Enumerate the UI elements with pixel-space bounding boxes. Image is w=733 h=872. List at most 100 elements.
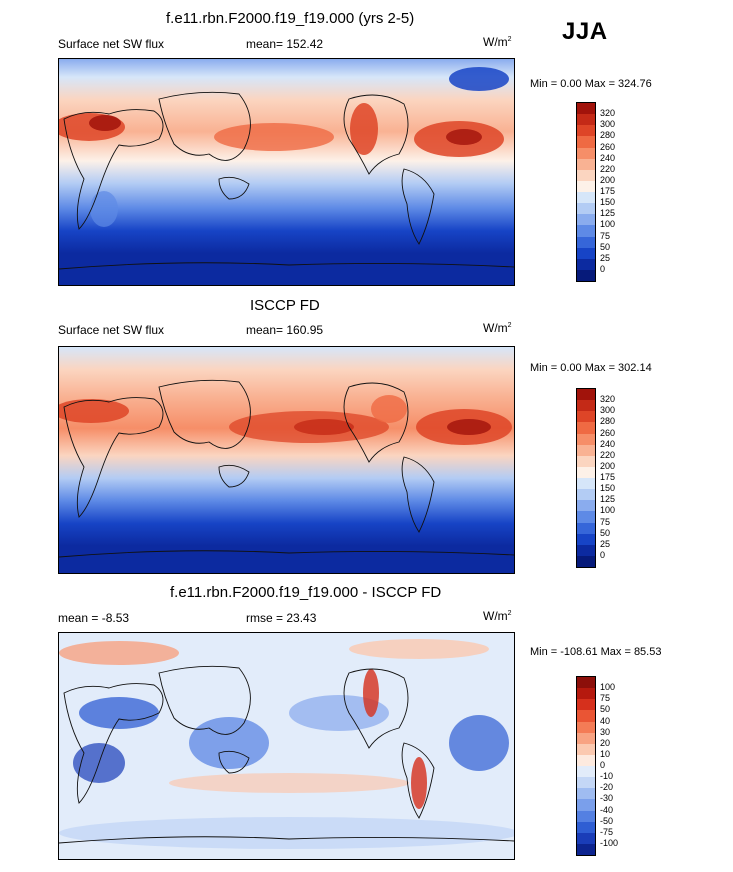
colorbar-tick-label: 300 [600,405,616,416]
colorbar-tick-label: 260 [600,141,616,152]
panel3-mean-label: mean = -8.53 [58,611,130,625]
panel2-variable-label: Surface net SW flux [58,323,165,337]
panel1-field-blob [446,129,482,145]
colorbar-swatch [577,489,595,501]
colorbar-tick-label: -10 [600,771,614,782]
colorbar-swatch [577,555,595,567]
colorbar-tick-label: -75 [600,826,614,837]
colorbar-tick-label: 25 [600,252,611,263]
colorbar-swatch [577,821,595,833]
colorbar-swatch [577,810,595,822]
colorbar-swatch [577,478,595,490]
colorbar-tick-label: 200 [600,460,616,471]
colorbar-swatch [577,422,595,434]
colorbar-swatch [577,192,595,204]
panel1-coastlines [59,91,514,270]
colorbar-tick-label: 220 [600,449,616,460]
panel2-units-label: W/m2 [483,321,512,335]
colorbar-tick-label: 125 [600,208,616,219]
panel3-field-blob [59,641,179,665]
colorbar-tick-label: 240 [600,152,616,163]
colorbar-tick-label: 100 [600,682,616,693]
colorbar-swatch [577,147,595,159]
panel1-map [58,58,515,286]
panel1-title: f.e11.rbn.F2000.f19_f19.000 (yrs 2-5) [166,10,415,27]
colorbar-tick-label: -20 [600,782,614,793]
colorbar-tick-label: 20 [600,737,611,748]
panel1-colorbar [576,102,596,282]
colorbar-tick-label: 200 [600,174,616,185]
panel1-variable-label: Surface net SW flux [58,37,165,51]
colorbar-tick-label: 150 [600,197,616,208]
colorbar-swatch [577,511,595,523]
colorbar-tick-label: 280 [600,416,616,427]
colorbar-swatch [577,799,595,811]
colorbar-swatch [577,114,595,126]
colorbar-swatch [577,788,595,800]
panel2-map [58,346,515,574]
panel3-field-blob [363,669,379,717]
panel3-coastlines [59,665,514,844]
panel2-minmax-label: Min = 0.00 Max = 302.14 [530,362,652,374]
season-label: JJA [562,18,608,45]
colorbar-swatch [577,389,595,401]
colorbar-swatch [577,136,595,148]
colorbar-tick-label: 240 [600,438,616,449]
panel3-field-blob [189,717,269,769]
colorbar-tick-label: -30 [600,793,614,804]
panel1-field-blob [214,123,334,151]
colorbar-swatch [577,832,595,844]
colorbar-tick-label: 75 [600,230,611,241]
colorbar-swatch [577,500,595,512]
panel2-field-blob [294,419,354,435]
colorbar-swatch [577,125,595,137]
colorbar-swatch [577,766,595,778]
colorbar-swatch [577,411,595,423]
panel2-map-svg [59,347,514,573]
colorbar-swatch [577,699,595,711]
colorbar-tick-label: 175 [600,186,616,196]
colorbar-tick-label: 125 [600,494,616,505]
colorbar-swatch [577,522,595,534]
panel1-field-blob [449,67,509,91]
panel1-map-svg [59,59,514,285]
colorbar-tick-label: 260 [600,427,616,438]
colorbar-swatch [577,732,595,744]
colorbar-tick-label: 40 [600,715,611,726]
colorbar-tick-label: 100 [600,505,616,516]
colorbar-swatch [577,103,595,115]
colorbar-swatch [577,533,595,545]
colorbar-swatch [577,444,595,456]
colorbar-tick-label: 75 [600,516,611,527]
panel2-coastlines [59,379,514,558]
colorbar-tick-label: 0 [600,549,606,560]
panel3-field-blob [411,757,427,809]
colorbar-tick-label: 10 [600,748,611,759]
colorbar-tick-label: 25 [600,538,611,549]
colorbar-tick-label: -40 [600,804,614,815]
panel3-field-blob [79,697,159,729]
panel3-field-blob [59,817,514,849]
colorbar-swatch [577,247,595,259]
panel3-units-label: W/m2 [483,609,512,623]
panel3-title: f.e11.rbn.F2000.f19_f19.000 - ISCCP FD [170,584,442,601]
panel2-mean-label: mean= 160.95 [246,323,324,337]
panel3-map-svg [59,633,514,859]
colorbar-tick-label: 320 [600,394,616,405]
colorbar-tick-label: 30 [600,726,611,737]
colorbar-swatch [577,180,595,192]
colorbar-swatch [577,721,595,733]
panel3-field-blob [449,715,509,771]
colorbar-tick-label: 220 [600,163,616,174]
colorbar-tick-label: 0 [600,760,606,770]
colorbar-tick-label: -50 [600,815,614,826]
panel3-map [58,632,515,860]
colorbar-tick-label: 175 [600,472,616,482]
panel1-field-blob [350,103,378,155]
colorbar-tick-label: -100 [600,837,619,848]
colorbar-swatch [577,677,595,689]
colorbar-tick-label: 75 [600,693,611,704]
colorbar-tick-label: 50 [600,704,611,715]
colorbar-swatch [577,754,595,766]
colorbar-tick-label: 280 [600,130,616,141]
